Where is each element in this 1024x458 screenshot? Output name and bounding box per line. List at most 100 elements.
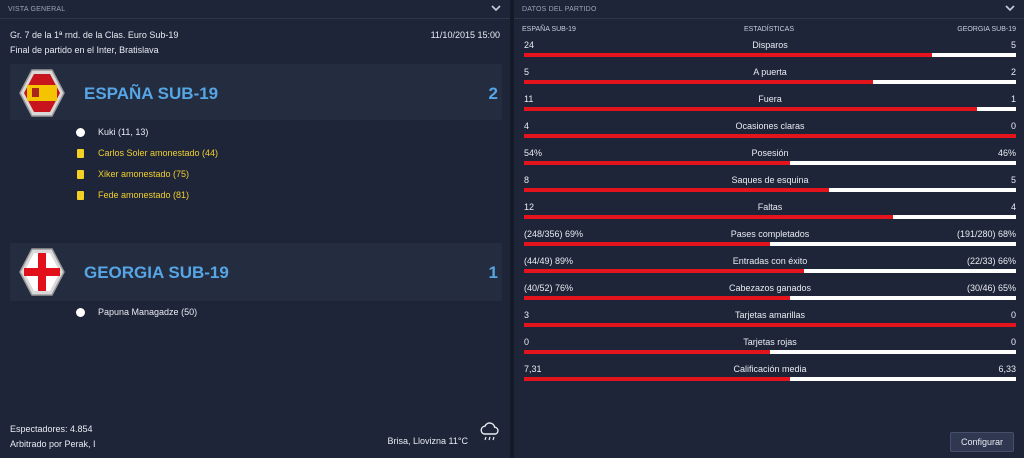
stat-right-value: 6,33	[998, 364, 1016, 374]
stat-row: (40/52) 76% Cabezazos ganados (30/46) 65%	[524, 279, 1016, 306]
stat-right-value: 2	[1010, 67, 1016, 77]
stat-label: Saques de esquina	[731, 175, 809, 185]
stat-left-value: (40/52) 76%	[524, 283, 574, 293]
match-stats-title: DATOS DEL PARTIDO	[522, 6, 597, 13]
stat-row: 54% Posesión 46%	[524, 144, 1016, 171]
event-text[interactable]: Xiker amonestado (75)	[98, 169, 190, 179]
weather-text: Brisa, Llovizna 11°C	[387, 436, 468, 446]
stat-label: Pases completados	[730, 229, 810, 239]
stat-bar-fill	[524, 161, 790, 165]
stat-comparison-bar	[524, 296, 1016, 300]
stat-bar-fill	[524, 350, 770, 354]
match-footer: Espectadores: 4.854 Arbitrado por Perak,…	[10, 422, 96, 452]
stat-row: (248/356) 69% Pases completados (191/280) …	[524, 225, 1016, 252]
stat-left-value: 0	[524, 337, 530, 347]
stat-left-value: 12	[524, 202, 535, 212]
chevron-down-icon[interactable]	[490, 2, 502, 14]
event-yellow-card: Fede amonestado (81)	[76, 185, 218, 206]
stat-label: Ocasiones claras	[735, 121, 805, 131]
referee[interactable]: Arbitrado por Perak, I	[10, 439, 96, 449]
stat-bar-fill	[524, 242, 770, 246]
configure-button[interactable]: Configurar	[950, 432, 1014, 452]
stat-comparison-bar	[524, 269, 1016, 273]
stat-comparison-bar	[524, 350, 1016, 354]
away-team-block[interactable]: GEORGIA SUB-19 1	[10, 243, 502, 301]
stat-row: 11 Fuera 1	[524, 90, 1016, 117]
match-date: 11/10/2015 15:00	[430, 30, 500, 40]
stat-label: Posesión	[751, 148, 789, 158]
stat-label: Tarjetas amarillas	[734, 310, 806, 320]
stat-row: 5 A puerta 2	[524, 63, 1016, 90]
stat-comparison-bar	[524, 323, 1016, 327]
event-text[interactable]: Fede amonestado (81)	[98, 190, 190, 200]
event-goal: Papuna Managadze (50)	[76, 302, 197, 323]
away-team-name[interactable]: GEORGIA SUB-19	[84, 263, 229, 282]
stat-comparison-bar	[524, 80, 1016, 84]
stat-left-value: (248/356) 69%	[524, 229, 584, 239]
stat-label: Faltas	[757, 202, 783, 212]
stat-right-value: 0	[1010, 121, 1016, 131]
overview-panel-title: VISTA GENERAL	[8, 6, 66, 13]
stat-row: (44/49) 89% Entradas con éxito (22/33) 66%	[524, 252, 1016, 279]
stat-bar-fill	[524, 107, 977, 111]
stat-comparison-bar	[524, 161, 1016, 165]
chevron-down-icon[interactable]	[1004, 2, 1016, 14]
home-team-block[interactable]: ESPAÑA SUB-19 2	[10, 64, 502, 120]
competition-line: Gr. 7 de la 1ª rnd. de la Clas. Euro Sub…	[10, 30, 179, 40]
stats-center-title: ESTADÍSTICAS	[743, 26, 795, 33]
event-yellow-card: Carlos Soler amonestado (44)	[76, 143, 218, 164]
stat-comparison-bar	[524, 242, 1016, 246]
stat-right-value: 1	[1010, 94, 1016, 104]
stat-comparison-bar	[524, 107, 1016, 111]
stat-row: 7,31 Calificación media 6,33	[524, 360, 1016, 387]
spectators: Espectadores: 4.854	[10, 424, 93, 434]
away-team-score: 1	[488, 263, 498, 282]
stat-label: Fuera	[758, 94, 782, 104]
stat-label: Cabezazos ganados	[728, 283, 812, 293]
stat-comparison-bar	[524, 53, 1016, 57]
stat-right-value: (30/46) 65%	[966, 283, 1016, 293]
ball-icon	[76, 308, 85, 317]
stat-right-value: 5	[1010, 175, 1016, 185]
stats-left-team: ESPAÑA SUB-19	[522, 26, 576, 33]
stat-right-value: 0	[1010, 337, 1016, 347]
event-yellow-card: Xiker amonestado (75)	[76, 164, 218, 185]
stat-left-value: 11	[524, 94, 534, 104]
stat-left-value: 4	[524, 121, 530, 131]
stat-bar-fill	[524, 323, 1016, 327]
stat-label: Disparos	[752, 40, 788, 50]
ball-icon	[76, 128, 85, 137]
stat-bar-fill	[524, 188, 830, 192]
stat-comparison-bar	[524, 188, 1016, 192]
stat-right-value: 4	[1010, 202, 1016, 212]
overview-panel-header: VISTA GENERAL	[0, 0, 510, 19]
stat-comparison-bar	[524, 134, 1016, 138]
stat-row: 0 Tarjetas rojas 0	[524, 333, 1016, 360]
event-text[interactable]: Carlos Soler amonestado (44)	[98, 148, 219, 158]
stat-left-value: (44/49) 89%	[524, 256, 574, 266]
stat-comparison-bar	[524, 377, 1016, 381]
georgia-flag-badge-icon	[19, 248, 65, 296]
match-info: Gr. 7 de la 1ª rnd. de la Clas. Euro Sub…	[10, 28, 178, 58]
match-stats-header: DATOS DEL PARTIDO	[514, 0, 1024, 19]
yellow-card-icon	[77, 149, 84, 158]
spain-flag-badge-icon	[19, 69, 65, 117]
home-team-name[interactable]: ESPAÑA SUB-19	[84, 84, 219, 103]
home-team-events: Kuki (11, 13) Carlos Soler amonestado (4…	[76, 122, 218, 206]
stat-row: 12 Faltas 4	[524, 198, 1016, 225]
event-text[interactable]: Papuna Managadze (50)	[98, 307, 198, 317]
stat-label: Calificación media	[733, 364, 807, 374]
stat-bar-fill	[524, 377, 790, 381]
event-text[interactable]: Kuki (11, 13)	[98, 127, 149, 137]
stat-left-value: 54%	[524, 148, 543, 158]
stat-right-value: (22/33) 66%	[966, 256, 1016, 266]
yellow-card-icon	[77, 170, 84, 179]
stat-label: Tarjetas rojas	[743, 337, 797, 347]
stat-right-value: 5	[1010, 40, 1016, 50]
stat-left-value: 3	[524, 310, 530, 320]
stats-right-team: GEORGIA SUB-19	[957, 26, 1016, 33]
stat-right-value: 0	[1010, 310, 1016, 320]
stat-left-value: 24	[524, 40, 535, 50]
away-team-events: Papuna Managadze (50)	[76, 302, 197, 323]
stat-bar-fill	[524, 269, 805, 273]
